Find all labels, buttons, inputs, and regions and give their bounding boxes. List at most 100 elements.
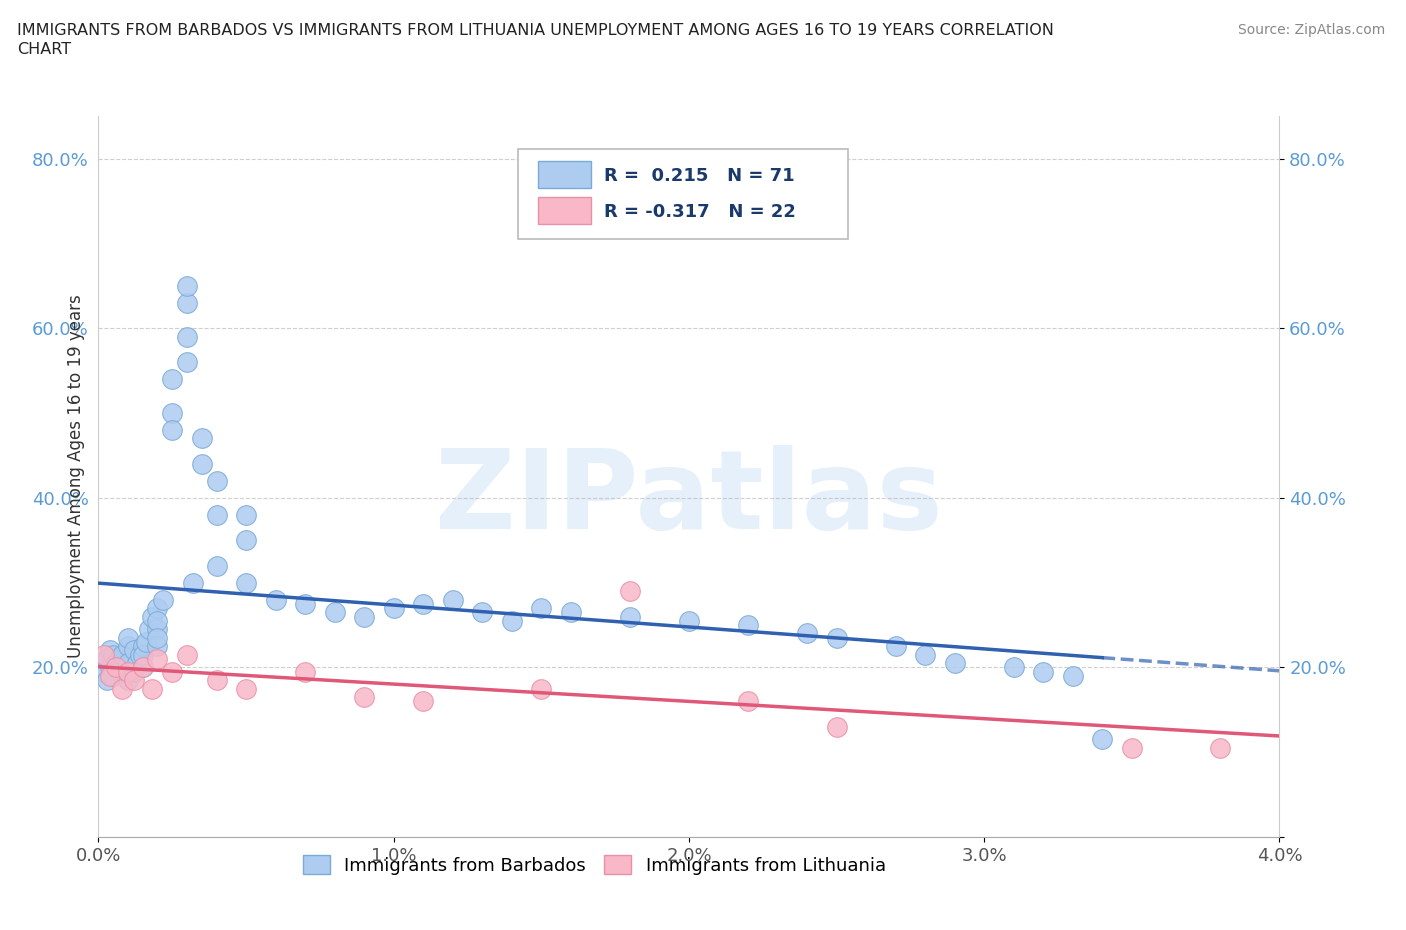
Point: [141, 609, 163, 624]
Point: [146, 652, 169, 667]
Point: [235, 533, 257, 548]
Point: [1062, 669, 1084, 684]
Point: [162, 372, 183, 387]
Point: [560, 604, 582, 619]
Point: [105, 656, 128, 671]
Point: [146, 639, 169, 654]
Point: [162, 405, 183, 420]
Point: [117, 664, 139, 679]
Point: [146, 622, 169, 637]
Point: [96, 652, 118, 667]
Point: [181, 575, 204, 590]
Point: [122, 664, 145, 679]
Point: [98, 669, 121, 684]
Point: [235, 508, 257, 523]
Point: [235, 575, 257, 590]
Point: [103, 669, 125, 684]
Text: CHART: CHART: [17, 42, 70, 57]
Point: [501, 614, 523, 629]
Point: [122, 643, 145, 658]
Point: [205, 473, 228, 488]
Point: [441, 592, 464, 607]
Point: [176, 278, 198, 293]
Point: [737, 618, 759, 632]
Point: [117, 672, 139, 687]
Point: [176, 329, 198, 344]
Point: [825, 631, 848, 645]
Point: [1032, 664, 1054, 679]
Point: [1002, 660, 1025, 675]
Point: [191, 431, 214, 445]
Point: [914, 647, 936, 662]
Point: [619, 609, 641, 624]
Point: [111, 660, 134, 675]
Point: [93, 664, 115, 679]
Y-axis label: Unemployment Among Ages 16 to 19 years: Unemployment Among Ages 16 to 19 years: [66, 295, 84, 658]
Point: [737, 694, 759, 709]
Point: [471, 604, 494, 619]
Point: [162, 664, 183, 679]
Point: [264, 592, 287, 607]
Point: [96, 672, 118, 687]
Point: [108, 652, 131, 667]
Point: [132, 639, 155, 654]
Point: [412, 694, 434, 709]
Point: [146, 614, 169, 629]
Point: [132, 647, 155, 662]
Point: [146, 601, 169, 616]
Point: [105, 660, 128, 675]
Point: [191, 457, 214, 472]
Point: [353, 609, 375, 624]
Point: [530, 681, 553, 696]
Point: [146, 631, 169, 645]
Point: [162, 422, 183, 437]
Point: [132, 660, 155, 675]
Point: [111, 647, 134, 662]
Point: [619, 584, 641, 599]
Point: [135, 634, 157, 649]
Point: [205, 672, 228, 687]
Point: [294, 664, 316, 679]
Text: R = -0.317   N = 22: R = -0.317 N = 22: [605, 203, 796, 221]
Point: [294, 596, 316, 611]
Point: [103, 647, 125, 662]
Point: [98, 643, 121, 658]
Point: [114, 664, 136, 679]
Point: [382, 601, 405, 616]
Point: [128, 647, 150, 662]
Point: [98, 660, 121, 675]
Point: [205, 558, 228, 573]
Point: [1121, 740, 1143, 755]
Text: Source: ZipAtlas.com: Source: ZipAtlas.com: [1237, 23, 1385, 37]
Point: [412, 596, 434, 611]
Point: [530, 601, 553, 616]
FancyBboxPatch shape: [537, 197, 591, 224]
Text: R =  0.215   N = 71: R = 0.215 N = 71: [605, 167, 794, 185]
Point: [138, 622, 160, 637]
Point: [132, 660, 155, 675]
Point: [796, 626, 818, 641]
Legend: Immigrants from Barbados, Immigrants from Lithuania: Immigrants from Barbados, Immigrants fro…: [295, 848, 893, 882]
Point: [323, 604, 346, 619]
Point: [176, 354, 198, 369]
Point: [141, 681, 163, 696]
Point: [117, 656, 139, 671]
Point: [176, 647, 198, 662]
Point: [825, 719, 848, 734]
Point: [205, 508, 228, 523]
Point: [122, 672, 145, 687]
Point: [176, 296, 198, 311]
Point: [1209, 740, 1232, 755]
Point: [125, 656, 148, 671]
Text: ZIPatlas: ZIPatlas: [434, 445, 943, 551]
Point: [117, 631, 139, 645]
Point: [93, 647, 115, 662]
Point: [111, 681, 134, 696]
Point: [353, 690, 375, 705]
FancyBboxPatch shape: [517, 149, 848, 239]
Point: [152, 592, 174, 607]
FancyBboxPatch shape: [537, 161, 591, 189]
Point: [884, 639, 907, 654]
Point: [943, 656, 966, 671]
Point: [117, 639, 139, 654]
